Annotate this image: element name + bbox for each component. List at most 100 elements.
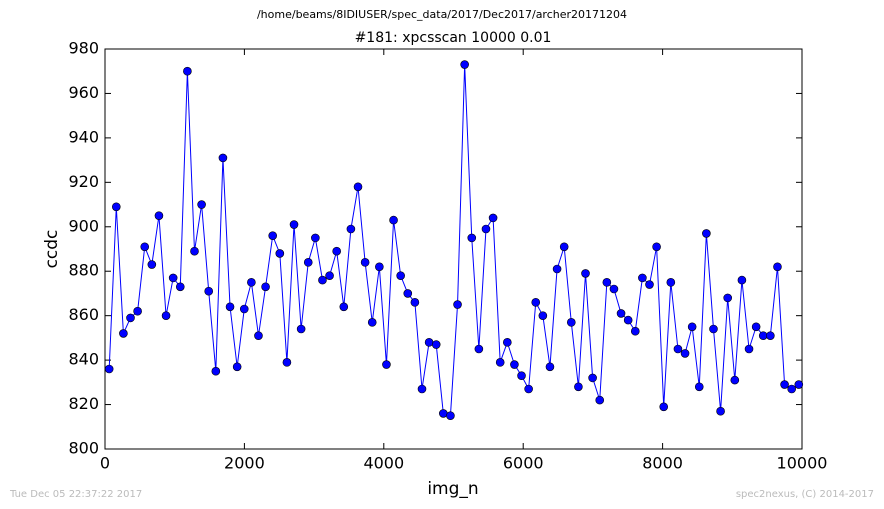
data-point	[303, 258, 313, 267]
data-point	[552, 264, 562, 274]
data-point	[581, 269, 590, 278]
data-point	[367, 318, 377, 327]
data-line	[108, 64, 800, 417]
y-tick-label: 840	[68, 350, 99, 369]
data-point	[239, 304, 249, 314]
data-point	[261, 282, 270, 292]
data-point	[382, 360, 391, 369]
data-point	[687, 322, 697, 332]
data-point	[531, 298, 541, 307]
data-point	[730, 375, 740, 385]
data-point	[630, 326, 640, 336]
data-point	[197, 200, 206, 209]
data-point	[609, 284, 619, 294]
data-point	[190, 246, 199, 256]
data-point	[595, 395, 605, 405]
data-point	[289, 220, 299, 229]
data-point	[204, 286, 214, 296]
data-point	[723, 293, 732, 303]
data-point	[645, 280, 654, 289]
data-point	[702, 229, 711, 238]
data-point	[751, 322, 761, 332]
data-point	[481, 224, 491, 234]
data-point	[659, 402, 669, 412]
data-point	[474, 344, 484, 354]
data-point	[254, 331, 263, 340]
data-point	[346, 224, 356, 234]
data-point	[737, 275, 747, 285]
data-point	[275, 249, 285, 258]
data-point	[510, 360, 519, 369]
data-point	[517, 371, 526, 380]
data-point	[538, 311, 548, 320]
data-point	[680, 349, 690, 358]
data-point	[773, 262, 782, 272]
data-point	[524, 384, 533, 394]
data-point	[218, 153, 228, 163]
y-tick-label: 920	[68, 172, 99, 191]
data-point	[431, 340, 441, 349]
data-point	[154, 211, 164, 220]
data-point	[616, 309, 626, 318]
data-point	[424, 338, 434, 347]
data-point	[175, 282, 185, 292]
data-point	[225, 302, 235, 312]
y-tick-label: 860	[68, 305, 99, 324]
y-tick-label: 820	[68, 394, 99, 413]
data-point	[104, 364, 114, 374]
data-point	[780, 380, 789, 389]
data-point	[147, 260, 157, 269]
data-point	[787, 384, 796, 394]
data-point	[282, 358, 292, 367]
data-point	[588, 373, 597, 383]
data-point	[758, 331, 768, 340]
data-point	[638, 273, 647, 283]
data-point	[709, 324, 718, 334]
y-tick-label: 960	[68, 83, 99, 102]
data-point	[417, 384, 427, 394]
data-point	[602, 278, 612, 287]
data-point	[111, 202, 121, 212]
y-tick-label: 940	[68, 127, 99, 146]
data-point	[332, 246, 341, 256]
data-point	[559, 242, 569, 252]
data-point	[133, 306, 142, 316]
data-point	[467, 233, 477, 243]
data-point	[545, 362, 555, 372]
data-point	[503, 338, 512, 347]
x-tick-label: 0	[100, 454, 110, 473]
data-point	[410, 298, 420, 307]
data-point	[119, 329, 128, 338]
x-tick-label: 2000	[224, 454, 265, 473]
data-point	[666, 278, 676, 287]
data-point	[360, 258, 370, 267]
y-tick-label: 980	[68, 39, 99, 58]
data-point	[389, 215, 398, 225]
data-point	[375, 262, 384, 272]
data-point	[296, 324, 306, 334]
data-point	[460, 60, 469, 69]
data-point	[566, 318, 576, 327]
data-point	[652, 242, 661, 252]
data-point	[318, 275, 327, 285]
data-point	[446, 411, 455, 420]
x-tick-label: 8000	[642, 454, 683, 473]
data-point	[495, 358, 505, 367]
data-point	[453, 300, 462, 309]
data-point	[268, 231, 277, 240]
x-tick-label: 4000	[363, 454, 404, 473]
plot-frame	[104, 48, 803, 450]
data-point	[168, 273, 178, 283]
data-point	[673, 344, 683, 354]
data-point	[183, 66, 192, 76]
data-point	[126, 313, 135, 323]
data-point	[396, 271, 405, 280]
footer-right: spec2nexus, (C) 2014-2017	[736, 489, 874, 500]
data-point	[623, 315, 633, 325]
data-point	[211, 366, 221, 376]
data-point	[161, 311, 171, 320]
x-tick-label: 10000	[777, 454, 828, 473]
data-point	[140, 242, 150, 252]
data-point	[744, 344, 754, 354]
